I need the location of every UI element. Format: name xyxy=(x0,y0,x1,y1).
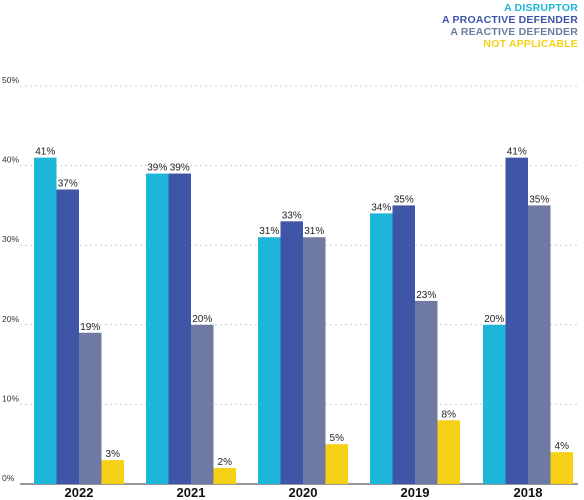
data-label: 31% xyxy=(304,226,324,237)
data-label: 39% xyxy=(147,163,167,174)
data-label: 3% xyxy=(106,449,121,460)
x-tick-label: 2021 xyxy=(177,485,206,500)
bar xyxy=(437,420,460,484)
data-label: 5% xyxy=(330,433,345,444)
data-label: 4% xyxy=(555,441,570,452)
bar xyxy=(258,237,281,484)
bar xyxy=(325,444,348,484)
bar xyxy=(213,468,236,484)
data-label: 35% xyxy=(529,194,549,205)
data-label: 34% xyxy=(371,202,391,213)
x-tick-label: 2020 xyxy=(289,485,318,500)
data-label: 31% xyxy=(259,226,279,237)
data-label: 33% xyxy=(282,210,302,221)
bar xyxy=(483,324,506,484)
data-label: 35% xyxy=(394,194,414,205)
bar xyxy=(191,324,214,484)
bar xyxy=(280,221,303,484)
data-label: 39% xyxy=(170,163,190,174)
legend-item-proactive-defender: A PROACTIVE DEFENDER xyxy=(441,14,578,26)
bar xyxy=(505,157,528,484)
data-label: 23% xyxy=(416,290,436,301)
data-label: 41% xyxy=(507,147,527,158)
y-tick-label: 0% xyxy=(2,473,15,483)
legend-item-reactive-defender: A REACTIVE DEFENDER xyxy=(450,26,578,38)
y-tick-label: 50% xyxy=(2,75,19,85)
data-label: 8% xyxy=(442,409,457,420)
bar xyxy=(528,205,551,484)
x-tick-label: 2022 xyxy=(65,485,94,500)
bar xyxy=(168,173,191,484)
x-tick-label: 2019 xyxy=(401,485,430,500)
bar xyxy=(370,213,393,485)
data-label: 19% xyxy=(80,322,100,333)
data-label: 2% xyxy=(218,457,233,468)
bar xyxy=(550,452,573,484)
bar xyxy=(303,237,326,484)
data-label: 20% xyxy=(484,314,504,325)
x-tick-label: 2018 xyxy=(514,485,543,500)
y-tick-label: 40% xyxy=(2,155,19,165)
bar xyxy=(101,460,124,484)
y-tick-label: 20% xyxy=(2,314,19,324)
data-label: 37% xyxy=(58,178,78,189)
bar xyxy=(146,173,169,484)
y-tick-label: 30% xyxy=(2,234,19,244)
bar xyxy=(415,300,438,484)
bar xyxy=(34,157,57,484)
legend-item-disruptor: A DISRUPTOR xyxy=(504,2,578,14)
bar xyxy=(79,332,102,484)
legend: A DISRUPTOR A PROACTIVE DEFENDER A REACT… xyxy=(442,2,578,50)
y-tick-label: 10% xyxy=(2,393,19,403)
bar xyxy=(56,189,79,485)
data-label: 20% xyxy=(192,314,212,325)
legend-item-not-applicable: NOT APPLICABLE xyxy=(483,38,578,50)
data-label: 41% xyxy=(35,147,55,158)
bar xyxy=(392,205,415,484)
